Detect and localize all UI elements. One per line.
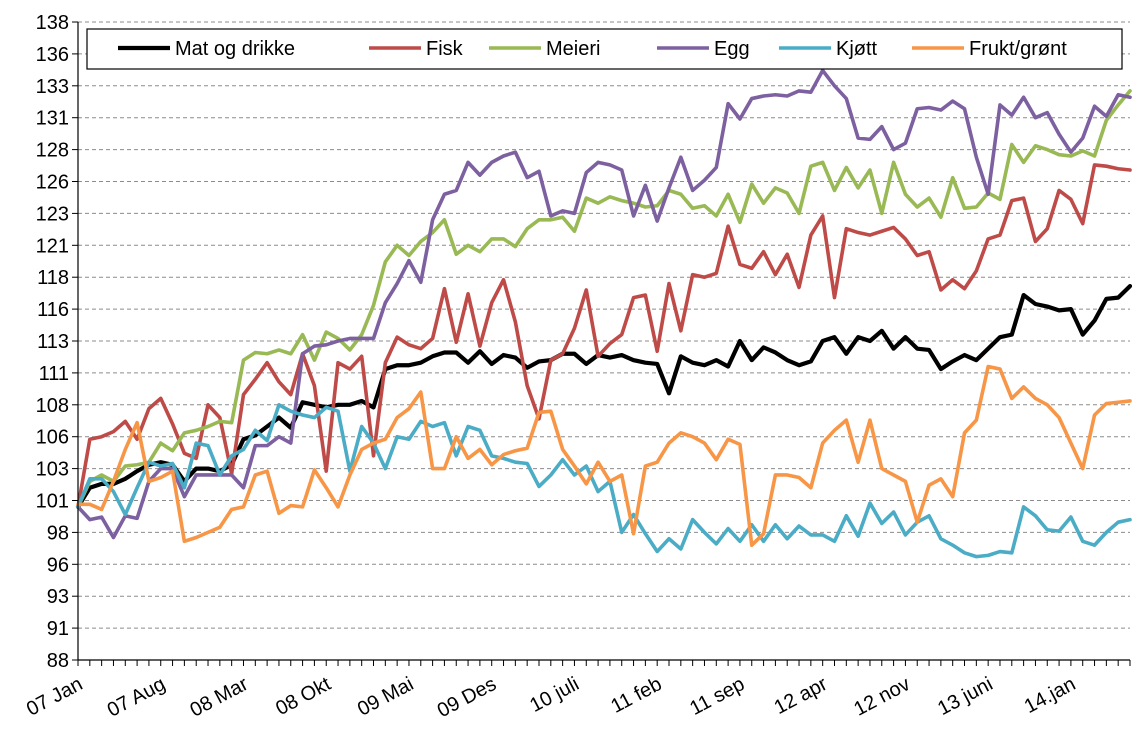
y-tick-label: 93 xyxy=(47,586,69,608)
series-line xyxy=(76,68,1132,540)
y-tick-label: 91 xyxy=(47,618,69,640)
legend-label: Frukt/grønt xyxy=(969,38,1067,60)
y-tick-label: 111 xyxy=(39,363,69,385)
y-tick-label: 138 xyxy=(36,12,69,34)
legend-label: Fisk xyxy=(426,38,464,60)
y-tick-label: 131 xyxy=(36,108,69,130)
series-layer xyxy=(75,68,1133,559)
y-tick-label: 116 xyxy=(37,299,69,321)
legend-label: Kjøtt xyxy=(836,38,878,60)
y-tick-label: 106 xyxy=(36,427,69,449)
y-tick-label: 113 xyxy=(37,331,69,353)
y-tick-label: 88 xyxy=(47,650,69,672)
series-line xyxy=(76,163,1132,509)
legend: Mat og drikke Fisk Meieri Egg Kjøtt Frukt/grø… xyxy=(86,28,1123,70)
legend-label: Egg xyxy=(714,38,750,60)
y-tick-label: 101 xyxy=(36,491,69,513)
y-tick-label: 128 xyxy=(36,140,69,162)
y-tick-label: 136 xyxy=(36,44,69,66)
y-tick-label: 108 xyxy=(36,395,69,417)
y-tick-label: 123 xyxy=(36,203,69,225)
y-tick-label: 133 xyxy=(36,76,69,98)
grid-layer xyxy=(78,21,1130,661)
y-tick-label: 118 xyxy=(37,267,69,289)
series-line xyxy=(76,364,1132,547)
y-tick-label: 103 xyxy=(36,459,69,481)
y-tick-label: 121 xyxy=(36,235,69,257)
y-tick-label: 126 xyxy=(36,172,69,194)
series-line xyxy=(76,89,1132,509)
series-line xyxy=(76,402,1132,559)
legend-label: Mat og drikke xyxy=(175,38,295,60)
y-tick-label: 98 xyxy=(47,522,69,544)
y-tick-label: 96 xyxy=(47,554,69,576)
legend-label: Meieri xyxy=(546,38,600,60)
